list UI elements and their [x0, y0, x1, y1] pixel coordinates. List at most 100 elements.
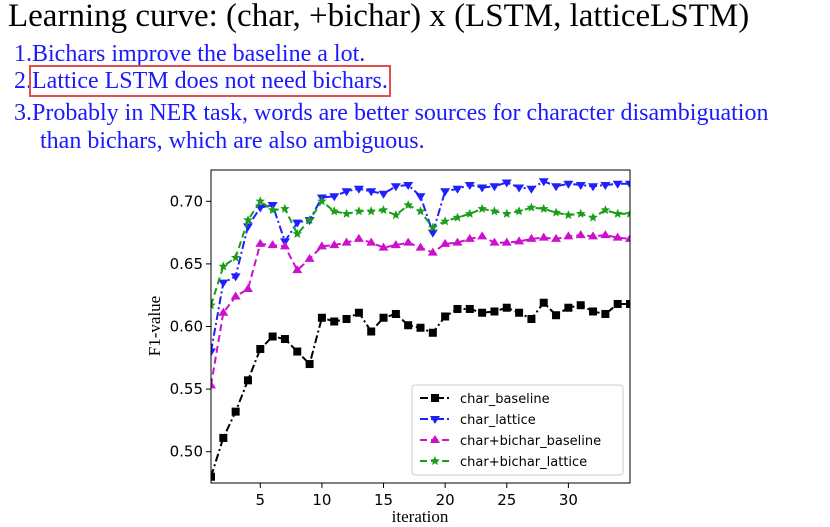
data-point-char-bichar-lattice	[329, 206, 339, 216]
data-point-char-bichar-baseline	[489, 237, 500, 246]
data-point-char-lattice	[452, 185, 463, 194]
data-point-char-lattice	[551, 183, 562, 192]
data-point-char-bichar-baseline	[452, 237, 463, 246]
data-point-char-bichar-baseline	[625, 233, 630, 242]
data-point-char-baseline	[219, 433, 228, 442]
x-tick-label: 30	[559, 491, 578, 509]
data-point-char-baseline	[354, 308, 363, 317]
chart-marks	[211, 178, 630, 481]
data-point-char-bichar-baseline	[563, 231, 574, 240]
data-point-char-baseline	[231, 407, 240, 416]
data-point-char-bichar-baseline	[267, 240, 278, 249]
bullet-number: 3.	[14, 100, 32, 126]
data-point-char-bichar-lattice	[477, 203, 487, 213]
data-point-char-baseline	[527, 314, 536, 323]
x-tick-label: 20	[436, 491, 455, 509]
data-point-char-baseline	[465, 304, 474, 313]
data-point-char-baseline	[428, 328, 437, 337]
data-point-char-lattice	[600, 182, 611, 191]
data-point-char-bichar-lattice	[502, 208, 512, 218]
data-point-char-bichar-lattice	[440, 216, 450, 226]
data-point-char-bichar-baseline	[353, 233, 364, 242]
data-point-char-bichar-lattice	[600, 205, 611, 215]
data-point-char-baseline	[613, 299, 622, 308]
data-point-char-bichar-baseline	[575, 230, 586, 239]
data-point-char-baseline	[416, 323, 425, 332]
data-point-char-bichar-lattice	[341, 208, 352, 218]
data-point-char-bichar-lattice	[255, 196, 265, 206]
data-point-char-bichar-lattice	[378, 205, 389, 215]
legend-marker-char-lattice	[430, 416, 440, 424]
data-point-char-bichar-lattice	[514, 206, 524, 216]
data-point-char-lattice	[563, 180, 574, 189]
data-point-char-bichar-lattice	[391, 210, 401, 220]
data-point-char-lattice	[575, 182, 586, 191]
data-point-char-lattice	[378, 190, 389, 199]
legend-label-char-lattice: char_lattice	[460, 413, 536, 428]
data-point-char-bichar-baseline	[612, 232, 623, 241]
data-point-char-lattice	[329, 193, 340, 202]
data-point-char-baseline	[576, 301, 585, 310]
data-point-char-bichar-lattice	[428, 222, 438, 232]
data-point-char-lattice	[501, 179, 512, 188]
data-point-char-lattice	[526, 185, 537, 194]
legend-label-char-baseline: char_baseline	[460, 392, 550, 407]
data-point-char-baseline	[490, 307, 499, 316]
data-point-char-baseline	[502, 303, 511, 312]
data-point-char-bichar-lattice	[366, 206, 376, 216]
data-point-char-baseline	[601, 309, 610, 318]
data-point-char-lattice	[242, 223, 253, 232]
data-point-char-lattice	[341, 188, 352, 197]
data-point-char-bichar-baseline	[242, 283, 253, 292]
data-point-char-bichar-lattice	[317, 196, 327, 206]
data-point-char-bichar-lattice	[230, 252, 241, 262]
data-point-char-bichar-baseline	[316, 241, 327, 250]
data-point-char-bichar-lattice	[465, 208, 475, 218]
data-point-char-lattice	[538, 178, 549, 187]
data-point-char-bichar-baseline	[255, 238, 266, 247]
data-point-char-bichar-baseline	[329, 240, 340, 249]
x-tick-label: 5	[256, 491, 266, 509]
y-tick-label: 0.55	[170, 380, 203, 398]
bullet-point-2: 2.Lattice LSTM does not need bichars.	[14, 65, 391, 97]
data-point-char-bichar-baseline	[588, 231, 599, 240]
highlighted-bullet-text: Lattice LSTM does not need bichars.	[29, 65, 391, 97]
y-axis-label: F1-value	[145, 296, 164, 356]
legend: char_baseline char_lattice char+bichar_bas…	[411, 384, 624, 476]
data-point-char-bichar-baseline	[440, 238, 451, 247]
data-point-char-baseline	[317, 313, 326, 322]
bullet-point-1: 1.Bichars improve the baseline a lot.	[14, 40, 365, 68]
legend-box	[411, 384, 624, 476]
data-point-char-bichar-baseline	[279, 241, 290, 250]
data-point-char-bichar-baseline	[538, 232, 549, 241]
data-point-char-lattice	[415, 193, 426, 202]
x-tick-label: 10	[312, 491, 331, 509]
data-point-char-bichar-lattice	[304, 215, 315, 225]
data-point-char-bichar-lattice	[539, 203, 549, 213]
data-point-char-baseline	[367, 327, 376, 336]
y-tick-label: 0.50	[170, 443, 203, 461]
data-point-char-lattice	[211, 348, 216, 357]
data-point-char-baseline	[478, 308, 487, 317]
data-point-char-lattice	[440, 188, 451, 197]
data-point-char-bichar-lattice	[526, 202, 537, 212]
y-tick-label: 0.65	[170, 255, 203, 273]
data-point-char-lattice	[612, 180, 623, 189]
bullet-number: 2.	[14, 68, 32, 94]
data-point-char-baseline	[379, 313, 388, 322]
data-point-char-bichar-lattice	[612, 208, 623, 218]
data-point-char-bichar-baseline	[304, 253, 315, 262]
data-point-char-bichar-baseline	[211, 380, 216, 389]
data-point-char-bichar-lattice	[489, 206, 500, 216]
data-point-char-baseline	[441, 312, 450, 321]
data-point-char-bichar-lattice	[292, 228, 302, 238]
data-point-char-baseline	[626, 299, 630, 308]
data-point-char-bichar-lattice	[403, 200, 413, 210]
data-point-char-bichar-lattice	[625, 208, 630, 218]
data-point-char-bichar-baseline	[292, 265, 303, 274]
data-point-char-bichar-baseline	[477, 231, 488, 240]
data-point-char-baseline	[268, 332, 277, 341]
data-point-char-bichar-baseline	[415, 242, 426, 251]
data-point-char-baseline	[515, 308, 524, 317]
x-tick-label: 25	[497, 491, 516, 509]
